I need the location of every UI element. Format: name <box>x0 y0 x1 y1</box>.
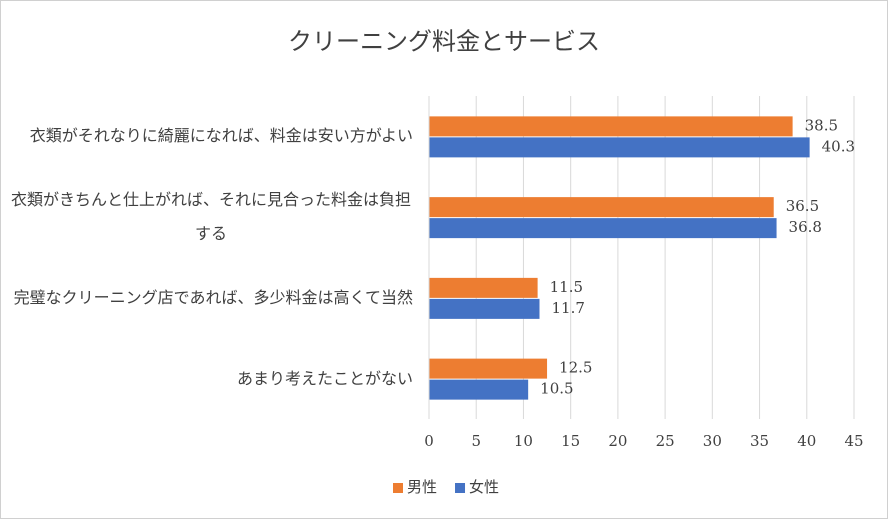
x-tick-label: 45 <box>844 432 863 450</box>
bar <box>429 197 774 218</box>
data-label: 40.3 <box>822 137 855 155</box>
x-tick-label: 25 <box>656 432 675 450</box>
bar <box>429 218 777 239</box>
x-tick-label: 30 <box>703 432 722 450</box>
y-tick-label: 衣類がそれなりに綺麗になれば、料金は安い方がよい <box>9 96 413 176</box>
category-text: 衣類がそれなりに綺麗になれば、料金は安い方がよい <box>29 126 413 146</box>
category-text: 衣類がきちんと仕上がれば、それに見合った料金は負担する <box>10 190 411 244</box>
x-tick-label: 40 <box>797 432 816 450</box>
bar <box>429 379 529 400</box>
x-tick-label: 5 <box>471 432 481 450</box>
category-text: あまり考えたことがない <box>236 368 413 388</box>
y-tick-label: あまり考えたことがない <box>9 339 413 419</box>
data-label: 12.5 <box>559 359 592 377</box>
data-label: 36.8 <box>789 218 822 236</box>
bar <box>429 116 793 137</box>
category-text: 完璧なクリーニング店であれば、多少料金は高くて当然 <box>13 287 413 307</box>
x-tick-label: 10 <box>514 432 533 450</box>
legend-label: 男性 <box>407 478 437 496</box>
data-label: 11.5 <box>550 278 583 296</box>
data-label: 10.5 <box>540 380 573 398</box>
data-label: 38.5 <box>805 116 838 134</box>
data-label: 36.5 <box>786 197 819 215</box>
y-tick-label: 完璧なクリーニング店であれば、多少料金は高くて当然 <box>9 258 413 338</box>
x-tick-label: 20 <box>608 432 627 450</box>
legend-label: 女性 <box>469 478 499 496</box>
legend-swatch <box>393 483 403 493</box>
legend-swatch <box>455 483 466 493</box>
data-label: 11.7 <box>552 299 585 317</box>
y-tick-label: 衣類がきちんと仕上がれば、それに見合った料金は負担する <box>9 177 413 257</box>
bar <box>429 277 538 298</box>
x-tick-label: 0 <box>424 432 434 450</box>
bar <box>429 137 810 158</box>
chart-title: クリーニング料金とサービス <box>288 28 600 56</box>
bar <box>429 358 548 379</box>
x-tick-label: 15 <box>561 432 580 450</box>
x-tick-label: 35 <box>750 432 769 450</box>
bar <box>429 298 540 319</box>
